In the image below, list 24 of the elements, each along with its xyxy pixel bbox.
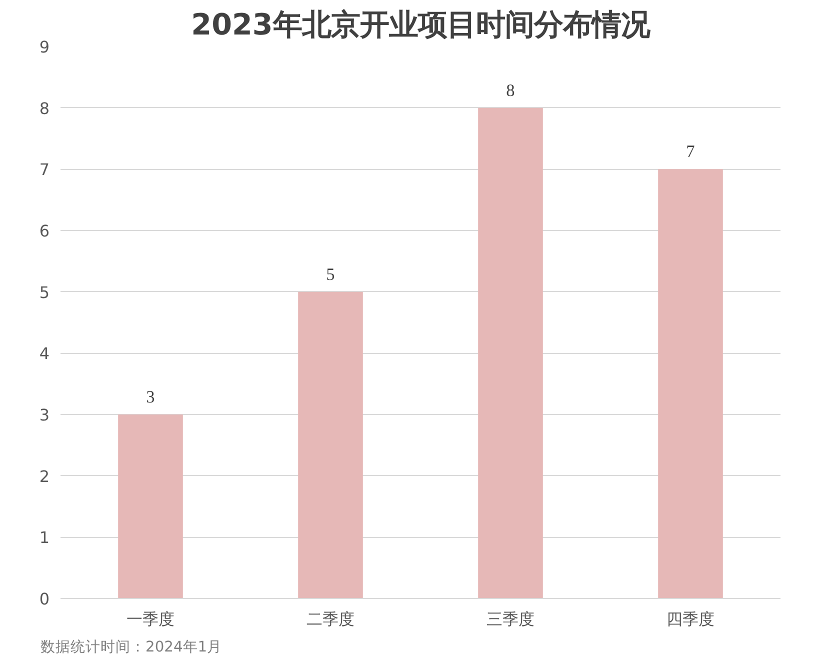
data-label: 7 (686, 142, 696, 162)
chart-title: 2023年北京开业项目时间分布情况 (191, 8, 651, 42)
bar (658, 169, 723, 598)
x-tick-label: 二季度 (306, 610, 354, 628)
data-label: 3 (146, 388, 155, 406)
bar (478, 108, 543, 598)
y-tick-label: 1 (39, 528, 50, 548)
y-tick-label: 9 (39, 38, 50, 56)
y-tick-label: 0 (39, 590, 50, 608)
text: 数据统计时间：2024年1月 (40, 638, 222, 656)
x-tick-label: 一季度 (126, 610, 174, 628)
data-label: 8 (506, 80, 515, 100)
x-tick-label: 三季度 (486, 610, 534, 628)
y-tick-label: 2 (39, 466, 50, 486)
bar (298, 292, 363, 598)
bar (118, 414, 183, 598)
y-tick-label: 8 (39, 98, 50, 118)
y-tick-label: 7 (39, 160, 50, 180)
y-tick-label: 5 (39, 282, 50, 302)
y-tick-label: 3 (39, 406, 50, 424)
data-label: 5 (326, 264, 335, 284)
y-tick-label: 4 (39, 344, 50, 364)
y-tick-label: 6 (39, 222, 50, 240)
x-tick-label: 四季度 (666, 610, 714, 628)
